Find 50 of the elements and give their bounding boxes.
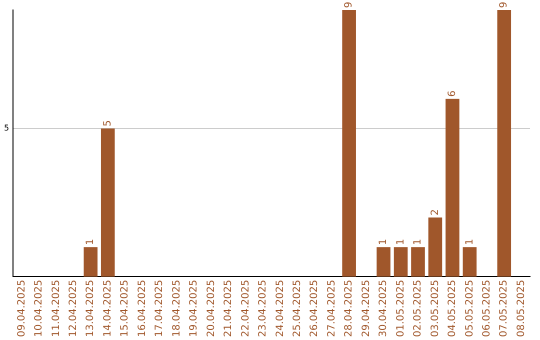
data-label: 1 <box>85 238 96 246</box>
data-label: 1 <box>412 238 424 246</box>
x-tick-label: 30.04.2025 <box>378 280 390 338</box>
bar <box>376 247 390 277</box>
x-tick-label: 26.04.2025 <box>309 280 320 338</box>
x-tick-label: 18.04.2025 <box>171 280 182 338</box>
x-tick-label: 24.04.2025 <box>274 280 286 338</box>
data-label: 9 <box>344 2 355 8</box>
x-tick-label: 10.04.2025 <box>34 280 45 338</box>
x-tick-label: 21.04.2025 <box>223 280 234 338</box>
bar <box>497 10 512 277</box>
x-tick-label: 13.04.2025 <box>85 280 96 338</box>
data-label: 9 <box>498 2 510 8</box>
bar <box>446 98 460 277</box>
data-label: 2 <box>430 209 441 216</box>
bar <box>100 128 115 277</box>
x-tick-label: 07.05.2025 <box>498 280 510 338</box>
data-label: 6 <box>447 90 458 97</box>
x-tick-label: 28.04.2025 <box>344 280 355 338</box>
x-tick-label: 23.04.2025 <box>258 280 269 338</box>
x-tick-label: 06.05.2025 <box>482 280 493 338</box>
x-tick-label: 25.04.2025 <box>292 280 303 338</box>
data-label: 1 <box>464 238 476 246</box>
x-tick-label: 12.04.2025 <box>68 280 79 338</box>
bar <box>428 217 442 277</box>
bar <box>342 10 356 277</box>
bar <box>394 247 408 277</box>
x-tick-label: 19.04.2025 <box>188 280 200 338</box>
x-tick-label: 05.05.2025 <box>464 280 476 338</box>
x-tick-label: 16.04.2025 <box>136 280 148 338</box>
x-tick-label: 22.04.2025 <box>240 280 252 338</box>
x-tick-label: 02.05.2025 <box>412 280 424 338</box>
x-tick-label: 15.04.2025 <box>120 280 131 338</box>
x-tick-label: 03.05.2025 <box>430 280 441 338</box>
x-tick-label: 27.04.2025 <box>326 280 338 338</box>
x-tick-label: 11.04.2025 <box>50 280 62 338</box>
x-tick-label: 29.04.2025 <box>360 280 372 338</box>
x-tick-label: 09.04.2025 <box>16 280 28 338</box>
x-tick-label: 17.04.2025 <box>154 280 166 338</box>
bar <box>411 247 425 277</box>
x-tick-label: 01.05.2025 <box>395 280 406 338</box>
x-tick-label: 14.04.2025 <box>102 280 114 338</box>
bar <box>462 247 477 277</box>
x-tick-label: 04.05.2025 <box>447 280 458 338</box>
bar <box>84 247 98 277</box>
data-label: 1 <box>378 238 390 246</box>
data-label: 5 <box>102 120 114 127</box>
data-label: 1 <box>395 238 406 246</box>
x-tick-label: 08.05.2025 <box>516 280 527 338</box>
x-tick-label: 20.04.2025 <box>206 280 217 338</box>
